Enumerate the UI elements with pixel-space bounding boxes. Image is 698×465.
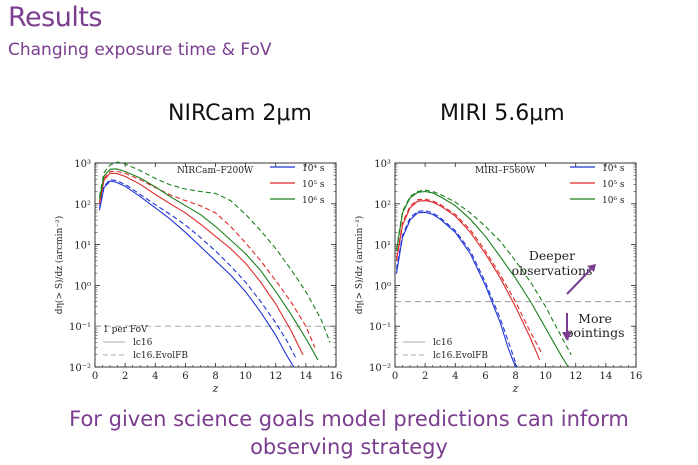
legend-label: 10⁴ s [602,164,625,174]
footer-line-1: For given science goals model prediction… [69,407,629,431]
series-line-blue-solid [98,180,295,368]
annotation-pointings: pointings [565,325,624,340]
legend-label: 10⁶ s [602,196,625,206]
arrow-down-head [562,332,572,341]
x-tick-label: 0 [92,371,98,382]
x-tick-label: 6 [482,371,488,382]
series-line-green-solid [98,168,319,361]
slide-title: Results [8,2,103,33]
x-tick-label: 16 [630,371,643,382]
x-tick-label: 2 [122,371,128,382]
y-tick-label: 10⁻² [369,363,391,374]
panel-title-nircam: NIRCam 2μm [168,101,312,126]
series-line-red-solid [98,172,304,355]
annotation-deeper: observations [512,263,593,278]
x-axis-label: z [512,382,519,395]
y-tick-label: 10⁰ [374,281,391,292]
slide-footer: For given science goals model prediction… [0,405,698,461]
series-line-green-solid [395,190,569,368]
y-tick-label: 10² [74,200,91,211]
x-tick-label: 14 [300,371,313,382]
series-line-blue-solid [395,211,517,368]
arrow-up-head [587,264,596,272]
y-tick-label: 10² [374,200,391,211]
x-tick-label: 8 [212,371,218,382]
y-tick-label: 10⁰ [74,281,91,292]
y-tick-label: 10⁻¹ [69,322,91,333]
series-line-red-dashed [395,198,544,355]
legend-bottom-label: lc16 [133,338,153,348]
x-tick-label: 8 [512,371,518,382]
x-tick-label: 16 [330,371,343,382]
series-line-green-dashed [395,189,572,355]
annotation-deeper: Deeper [529,248,575,263]
x-tick-label: 6 [182,371,188,382]
y-axis-label: dη(> S)/dz (arcmin⁻²) [54,216,65,314]
x-tick-label: 10 [539,371,552,382]
legend-label: 10⁵ s [602,180,625,190]
y-tick-label: 10⁻¹ [369,322,391,333]
y-tick-label: 10³ [74,159,91,170]
x-axis-label: z [212,382,219,395]
x-tick-label: 4 [152,371,158,382]
slide-subtitle: Changing exposure time & FoV [8,40,272,60]
series-line-red-solid [395,200,541,361]
x-tick-label: 4 [452,371,458,382]
legend-bottom-label: lc16.EvolFB [133,351,188,361]
x-tick-label: 2 [422,371,428,382]
legend-bottom-label: 1 per FoV [103,325,148,335]
inset-label: MIRI–F560W [475,166,536,176]
footer-line-2: observing strategy [250,435,448,459]
chart-0: 0 2 4 6 8 10 12 14 16 10⁻² 10⁻¹ 10⁰ 10¹ 10² 10³ z dη(> S… [54,159,342,395]
legend-bottom-label: lc16 [433,338,453,348]
series-line-blue-dashed [98,179,298,361]
annotation-pointings: More [578,311,612,326]
x-tick-label: 0 [392,371,398,382]
x-tick-label: 14 [600,371,613,382]
y-tick-label: 10³ [374,159,391,170]
x-tick-label: 10 [239,371,252,382]
legend-label: 10⁵ s [302,180,325,190]
y-tick-label: 10¹ [74,241,91,252]
x-tick-label: 12 [269,371,282,382]
legend-label: 10⁴ s [302,164,325,174]
legend-label: 10⁶ s [302,196,325,206]
series-line-green-dashed [98,161,331,343]
arrow-up-shaft [566,267,593,295]
y-tick-label: 10⁻² [69,363,91,374]
x-tick-label: 12 [569,371,582,382]
panel-title-miri: MIRI 5.6μm [440,101,565,126]
y-axis-label: dη(> S)/dz (arcmin⁻²) [354,216,365,314]
y-tick-label: 10¹ [374,241,391,252]
legend-bottom-label: lc16.EvolFB [433,351,488,361]
chart-1: 0 2 4 6 8 10 12 14 16 10⁻² 10⁻¹ 10⁰ 10¹ 10² 10³ z dη(> S… [354,159,642,395]
inset-label: NIRCam–F200W [177,166,254,176]
series-line-red-dashed [98,170,316,348]
